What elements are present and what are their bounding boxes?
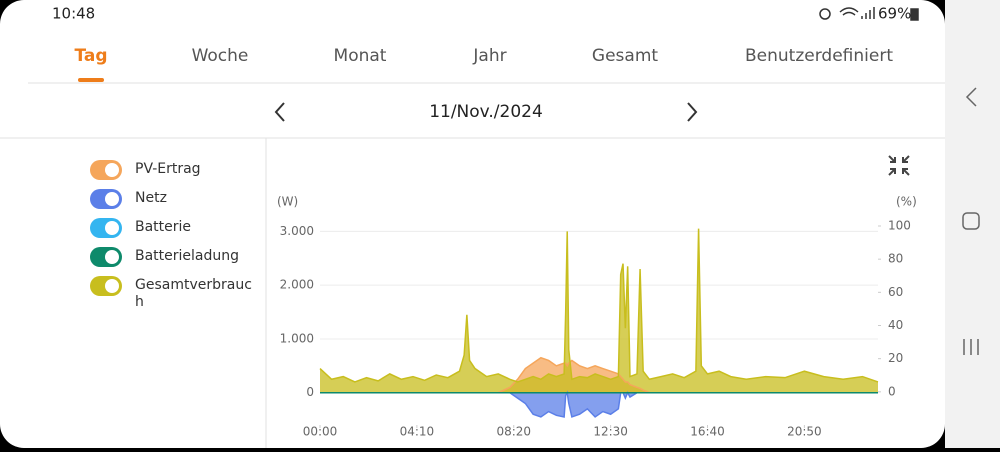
legend-label: PV-Ertrag: [135, 161, 201, 177]
legend-toggle[interactable]: [90, 218, 122, 238]
status-time: 10:48: [52, 5, 95, 23]
legend-toggle[interactable]: [90, 247, 122, 267]
x-tick-label: 12:30: [593, 425, 628, 439]
x-tick-label: 04:10: [400, 425, 435, 439]
y-axis-label: (W): [277, 195, 298, 209]
nav-back[interactable]: [965, 87, 977, 107]
tab[interactable]: Woche: [192, 46, 249, 66]
x-tick-label: 20:50: [787, 425, 822, 439]
tab[interactable]: Tag: [74, 46, 107, 66]
y2-tick-label: 80: [888, 252, 903, 266]
legend-label: Gesamtverbrauch: [135, 277, 252, 310]
legend-label: Netz: [135, 190, 167, 206]
legend-label: Batterie: [135, 219, 192, 235]
x-tick-label: 00:00: [303, 425, 338, 439]
nav-home[interactable]: [962, 212, 980, 230]
legend-item[interactable]: Batterieladung: [90, 247, 260, 267]
series-area: [320, 392, 878, 417]
y2-tick-label: 40: [888, 318, 903, 332]
x-tick-label: 16:40: [690, 425, 725, 439]
tab[interactable]: Gesamt: [592, 46, 658, 66]
legend-item[interactable]: Netz: [90, 189, 260, 209]
y2-tick-label: 0: [888, 384, 896, 398]
x-tick-label: 08:20: [496, 425, 531, 439]
tab[interactable]: Jahr: [472, 46, 506, 66]
tab-indicator: [78, 78, 104, 82]
y2-tick-label: 100: [888, 219, 911, 233]
tab[interactable]: Benutzerdefiniert: [745, 46, 893, 66]
series-line: [319, 228, 879, 383]
tab[interactable]: Monat: [334, 46, 387, 66]
nav-recents[interactable]: [963, 339, 979, 355]
y-tick-label: 2.000: [280, 278, 314, 292]
legend-toggle[interactable]: [90, 160, 122, 180]
legend-item[interactable]: PV-Ertrag: [90, 160, 260, 180]
legend: PV-Ertrag Netz Batterie Batterieladung Gesam…: [90, 160, 260, 320]
y-tick-label: 3.000: [280, 224, 314, 238]
prev-day[interactable]: [274, 102, 285, 122]
collapse-button[interactable]: [888, 155, 910, 176]
nav-bar: [945, 0, 1000, 448]
legend-toggle[interactable]: [90, 189, 122, 209]
y2-axis-label: (%): [896, 195, 917, 209]
legend-label: Batterieladung: [135, 248, 240, 264]
status-icons: [819, 7, 919, 21]
next-day[interactable]: [687, 102, 698, 122]
legend-item[interactable]: Gesamtverbrauch: [90, 276, 260, 311]
legend-item[interactable]: Batterie: [90, 218, 260, 238]
legend-toggle[interactable]: [90, 276, 122, 296]
status-battery: 69%: [878, 5, 911, 23]
date-label: 11/Nov./2024: [429, 102, 543, 122]
app-background: [0, 0, 945, 448]
y2-tick-label: 60: [888, 285, 903, 299]
y-tick-label: 1.000: [280, 331, 314, 345]
y2-tick-label: 20: [888, 351, 903, 365]
y-tick-label: 0: [306, 385, 314, 399]
